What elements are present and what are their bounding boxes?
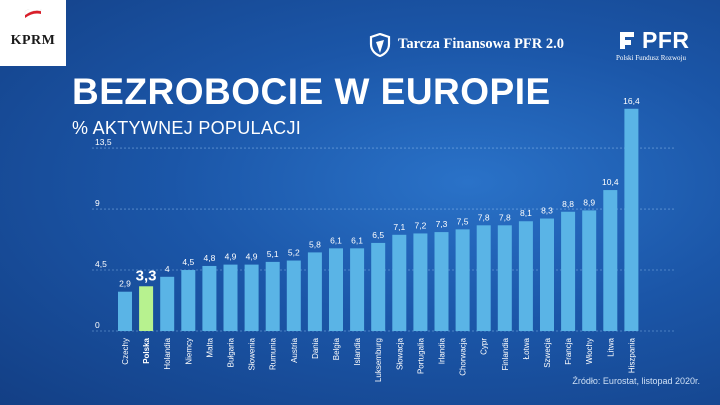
bar [540, 218, 554, 331]
bar [413, 233, 428, 331]
category-label: Czechy [121, 338, 130, 365]
bar [350, 248, 365, 331]
bar-value-label: 4 [165, 264, 170, 274]
bar [286, 260, 301, 331]
bar [202, 265, 217, 331]
bar-value-label: 4,8 [203, 253, 215, 263]
kprm-logo: KPRM [0, 0, 66, 66]
bar-value-label: 6,5 [372, 230, 384, 240]
category-label: Irlandia [438, 337, 447, 364]
shield-icon [369, 33, 391, 57]
bar-value-label: 7,3 [436, 219, 448, 229]
bar [307, 252, 322, 331]
category-label: Łotwa [522, 337, 531, 359]
category-label: Słowenia [248, 337, 257, 370]
bar [244, 264, 259, 331]
category-label: Hiszpania [627, 337, 636, 373]
bar [329, 248, 343, 331]
bar-value-label: 6,1 [351, 235, 363, 245]
tarcza-finansowa-label: Tarcza Finansowa PFR 2.0 [398, 36, 564, 52]
bar-value-label: 7,8 [499, 212, 511, 222]
category-label: Bułgaria [227, 337, 236, 367]
category-label: Holandia [163, 337, 172, 369]
y-tick-label: 4,5 [95, 259, 107, 269]
category-label: Islandia [353, 337, 362, 365]
category-label: Austria [290, 337, 299, 362]
pfr-subtitle: Polski Fundusz Rozwoju [616, 54, 687, 62]
category-label: Rumunia [269, 337, 278, 370]
category-label: Finlandia [501, 337, 510, 370]
bar-value-label: 4,9 [246, 252, 258, 262]
category-label: Włochy [585, 338, 594, 364]
kprm-logo-text: KPRM [10, 33, 56, 48]
bar-value-label: 7,2 [414, 220, 426, 230]
bar-value-label: 3,3 [136, 267, 157, 284]
bar-value-label: 6,1 [330, 235, 342, 245]
bar-value-label: 4,5 [182, 257, 194, 267]
category-label: Francja [564, 337, 573, 364]
bar-value-label: 2,9 [119, 279, 131, 289]
bar-value-label: 10,4 [602, 177, 619, 187]
category-label: Malta [205, 337, 214, 357]
category-label: Niemcy [184, 338, 193, 365]
y-tick-label: 0 [95, 320, 100, 330]
category-label: Szwecja [543, 337, 552, 367]
bar [392, 234, 407, 331]
bar-value-label: 5,2 [288, 248, 300, 258]
bar-value-label: 7,1 [393, 222, 405, 232]
bar-value-label: 7,5 [457, 216, 469, 226]
bar [455, 229, 470, 331]
bar-value-label: 8,3 [541, 206, 553, 216]
bar [497, 225, 512, 331]
pfr-logo-icon [620, 32, 634, 49]
bar [603, 190, 618, 331]
source-note: Źródło: Eurostat, listopad 2020r. [572, 376, 700, 386]
chart-title: BEZROBOCIE W EUROPIE [72, 71, 551, 112]
category-label: Polska [142, 337, 151, 363]
bar-value-label: 5,8 [309, 239, 321, 249]
pfr-logo-text: PFR [642, 27, 690, 53]
polish-flag-icon [24, 9, 42, 18]
category-label: Cypr [480, 338, 489, 355]
y-tick-label: 9 [95, 198, 100, 208]
category-label: Chorwacja [459, 337, 468, 375]
bar [582, 210, 597, 331]
bar [265, 261, 280, 331]
category-label: Belgia [332, 337, 341, 360]
chart-subtitle: % AKTYWNEJ POPULACJI [72, 118, 302, 138]
category-label: Słowacja [395, 337, 404, 370]
bar [160, 276, 175, 331]
category-label: Dania [311, 337, 320, 358]
bar [624, 108, 639, 331]
bar [139, 286, 154, 331]
bar-value-label: 5,1 [267, 249, 279, 259]
bar [181, 270, 196, 331]
bar-value-label: 16,4 [623, 96, 640, 106]
bar-value-label: 8,1 [520, 208, 532, 218]
y-tick-label: 13,5 [95, 137, 112, 147]
bar-value-label: 7,8 [478, 212, 490, 222]
bar-value-label: 4,9 [225, 252, 237, 262]
bar [223, 264, 238, 331]
bar-value-label: 8,9 [583, 197, 595, 207]
bar [476, 225, 491, 331]
bar [518, 221, 533, 331]
category-label: Luksemburg [374, 338, 383, 382]
bar [371, 242, 386, 331]
bar [561, 211, 576, 331]
category-label: Portugalia [416, 337, 425, 374]
bar-value-label: 8,8 [562, 199, 574, 209]
category-label: Litwa [606, 337, 615, 356]
bar [434, 232, 449, 331]
bar [118, 291, 132, 331]
